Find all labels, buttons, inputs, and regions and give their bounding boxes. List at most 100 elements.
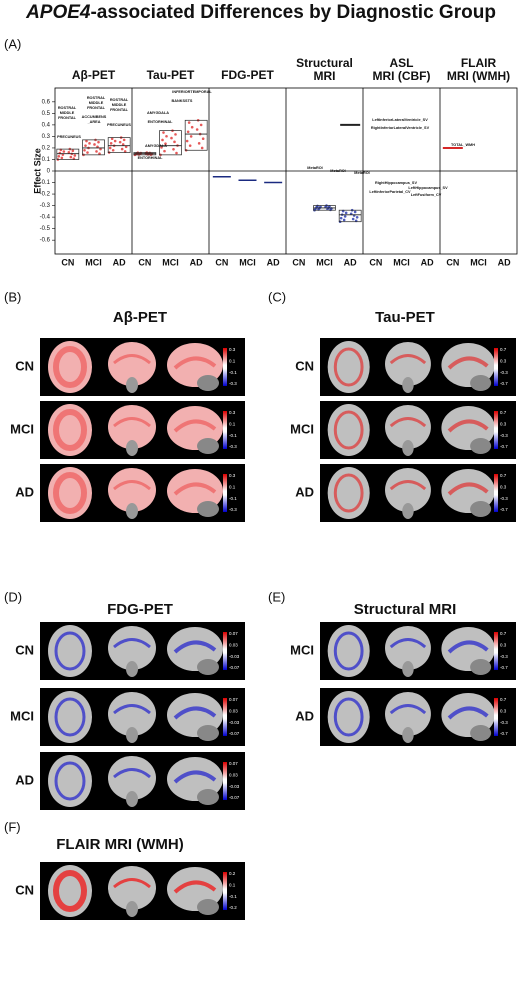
panel-title: FLAIR MRI (WMH) (56, 836, 183, 853)
y-tick-label: -0.6 (40, 238, 51, 244)
brain-overlay (447, 640, 489, 654)
x-tick-label: MCI (393, 257, 410, 267)
jitter-point (97, 140, 100, 144)
panel-label: (C) (268, 289, 286, 304)
jitter-point (122, 138, 126, 142)
brain-overlay (447, 482, 489, 496)
annotation: PRECUNEUS (57, 135, 81, 139)
colorbar-label: -0.3 (229, 444, 237, 449)
colorbar (223, 348, 227, 386)
x-tick-label: CN (292, 257, 305, 267)
annotation: AMYGDALA (147, 111, 169, 115)
box (56, 148, 80, 160)
brain-cerebellum (197, 438, 219, 454)
row-label: CN (295, 358, 314, 373)
colorbar-label: 0.1 (229, 421, 236, 426)
jitter-point (185, 139, 189, 143)
jitter-point (62, 150, 66, 153)
x-tick-label: MCI (162, 257, 179, 267)
y-tick-label: -0.3 (40, 203, 51, 209)
brain-overlay (173, 356, 217, 370)
jitter-point (201, 137, 205, 141)
jitter-point (108, 146, 112, 150)
title-text: -associated Differences by Diagnostic Gr… (90, 2, 495, 23)
brain-coronal (385, 626, 431, 670)
jitter-point (342, 218, 346, 222)
colorbar-label: 0.3 (229, 347, 236, 352)
jitter-point (124, 145, 128, 149)
jitter-point (353, 210, 357, 214)
panel-label: (D) (4, 589, 22, 604)
annotation: LeftInferiorLateralVentricle_SV (372, 118, 428, 122)
brain-coronal (385, 405, 431, 449)
brain-overlay (389, 417, 427, 428)
colorbar (223, 411, 227, 449)
brain-coronal (385, 468, 431, 512)
brain-overlay (173, 419, 217, 433)
jitter-point (189, 135, 193, 138)
x-tick-label: AD (344, 257, 357, 267)
brain-coronal (385, 342, 431, 386)
colorbar-label: -0.7 (500, 665, 508, 670)
brain-overlay (54, 761, 86, 801)
facet-title: MRI (CBF) (373, 69, 431, 83)
colorbar-label: 0.03 (229, 642, 238, 647)
brain-cerebellum (470, 375, 492, 391)
jitter-point (343, 215, 347, 218)
x-tick-label: CN (61, 257, 74, 267)
jitter-point (162, 131, 165, 134)
y-tick-label: 0.4 (42, 122, 51, 128)
annotation: ENTORHINAL (148, 120, 174, 124)
brain-overlay (333, 410, 364, 450)
colorbar-label: -0.07 (229, 795, 240, 800)
colorbar-label: -0.07 (229, 665, 240, 670)
colorbar-label: -0.3 (500, 370, 508, 375)
colorbar (494, 348, 498, 386)
panel-label: (E) (268, 589, 285, 604)
panel-title: Aβ-PET (113, 309, 167, 326)
jitter-point (118, 140, 122, 144)
colorbar-label: 0.7 (500, 347, 507, 352)
box (338, 209, 362, 223)
brain-coronal (108, 405, 156, 449)
annotation: MIDDLE (60, 111, 75, 115)
brain-overlay (173, 482, 217, 496)
annotation: MetaROI (330, 169, 345, 173)
colorbar-label: -0.3 (229, 381, 237, 386)
jitter-point (73, 154, 77, 157)
x-tick-label: CN (215, 257, 228, 267)
jitter-point (86, 151, 89, 154)
colorbar-label: 0.2 (229, 871, 236, 876)
brain-cerebellum (197, 501, 219, 517)
annotation: MetaROI (354, 171, 369, 175)
colorbar-label: 0.7 (500, 410, 507, 415)
y-tick-label: 0.1 (42, 157, 51, 163)
jitter-point (85, 139, 88, 143)
jitter-point (110, 137, 114, 141)
brain-overlay (54, 631, 86, 671)
brain-cerebellum (197, 725, 219, 741)
panel-title: FDG-PET (107, 601, 173, 618)
row-label: CN (15, 882, 34, 897)
brain-overlay (389, 480, 427, 491)
colorbar-label: 0.07 (229, 761, 238, 766)
colorbar-label: -0.1 (229, 433, 237, 438)
jitter-point (99, 147, 102, 151)
facet-title: Structural (296, 56, 353, 70)
brain-overlay (113, 480, 151, 491)
jitter-point (121, 143, 125, 146)
brain-coronal (108, 626, 156, 670)
colorbar-label: 0.07 (229, 631, 238, 636)
jitter-point (95, 150, 98, 153)
brain-stem (126, 440, 138, 456)
jitter-point (175, 151, 178, 155)
brain-overlay (53, 472, 87, 514)
y-tick-label: -0.1 (40, 180, 51, 186)
annotation: LeftFusiform_CV (411, 193, 442, 197)
brain-stem (402, 440, 414, 456)
facet-title: MRI (314, 69, 336, 83)
colorbar (223, 762, 227, 800)
jitter-point (319, 205, 322, 208)
brain-overlay (53, 346, 87, 388)
y-tick-label: 0 (47, 169, 51, 175)
